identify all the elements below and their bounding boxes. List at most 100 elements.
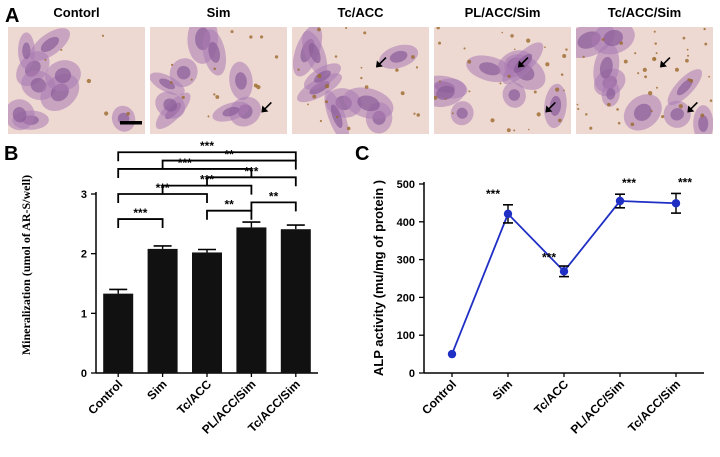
mineral-deposit-3-7 (438, 41, 442, 45)
mineral-deposit-3-10 (536, 112, 541, 117)
mineral-deposit-4-27 (644, 75, 648, 79)
alp-significance-label-2: *** (542, 250, 556, 264)
mineral-deposit-3-23 (507, 74, 511, 78)
mineral-deposit-2-9 (400, 91, 405, 96)
micrograph-title-3: PL/ACC/Sim (465, 5, 541, 20)
micrograph-1 (150, 27, 287, 134)
mineral-deposit-2-18 (360, 76, 363, 80)
mineral-deposit-2-19 (364, 85, 369, 89)
mineral-deposit-1-4 (181, 95, 185, 99)
nucleus-2-4 (308, 42, 321, 64)
line-chart-category-3: PL/ACC/Sim (568, 377, 627, 436)
mineral-deposit-0-5 (44, 58, 47, 61)
mineral-deposit-4-3 (678, 104, 683, 109)
bar-chart-category-0: Control (85, 377, 125, 417)
mineral-deposit-4-25 (619, 41, 624, 45)
mineral-deposit-4-23 (700, 113, 705, 118)
line-chart-y-tick-label-0: 0 (409, 368, 415, 380)
mineral-deposit-3-28 (558, 118, 562, 123)
mineral-deposit-3-25 (510, 34, 514, 38)
arrow-head-icon-3-0 (545, 105, 553, 113)
nucleus-4-7 (670, 108, 684, 121)
line-chart-y-tick-label-1: 100 (397, 330, 415, 342)
alp-point-1 (503, 209, 513, 219)
nucleus-4-6 (606, 88, 616, 100)
nucleus-1-5 (235, 72, 247, 90)
mineral-deposit-4-12 (653, 30, 656, 33)
mineral-deposit-4-22 (655, 52, 658, 55)
mineral-deposit-4-24 (623, 59, 628, 64)
mineral-deposit-2-1 (324, 100, 328, 104)
mineral-deposit-1-13 (207, 115, 210, 118)
mineral-deposit-0-1 (101, 34, 105, 37)
mineral-deposit-3-3 (438, 80, 441, 83)
mineral-deposit-4-4 (601, 38, 605, 41)
mineral-deposit-3-22 (562, 54, 567, 59)
bar-chart-mineralization: Mineralization (umol of AR-S/well) 0 1 2 3 C… (19, 139, 318, 437)
mineral-deposit-2-7 (395, 68, 399, 72)
nucleus-1-7 (208, 41, 221, 63)
mineral-deposit-4-26 (607, 102, 611, 107)
alp-point-0 (447, 349, 457, 359)
micrograph-3 (434, 27, 571, 134)
mineral-deposit-1-9 (274, 55, 279, 59)
significance-label-2: *** (178, 156, 192, 170)
mineral-deposit-3-24 (563, 89, 565, 92)
panel-letter-a: A (5, 5, 19, 27)
significance-label-6: ** (225, 198, 235, 212)
line-chart-category-0: Control (419, 377, 459, 417)
alp-significance-label-4: *** (678, 175, 692, 189)
micrograph-2 (292, 27, 429, 134)
mineral-deposit-3-12 (499, 82, 502, 85)
mineral-deposit-2-20 (346, 126, 351, 131)
line-chart-y-tick-label-5: 500 (397, 179, 415, 191)
mineral-deposit-4-34 (634, 52, 637, 55)
mineral-deposit-3-29 (513, 129, 516, 132)
mineral-deposit-0-0 (60, 48, 63, 51)
significance-bracket-7 (206, 176, 297, 187)
bar-4 (280, 229, 311, 373)
mineral-deposit-2-4 (413, 112, 416, 115)
mineral-deposit-3-1 (436, 27, 440, 30)
mineral-deposit-4-15 (616, 108, 619, 111)
nucleus-0-3 (40, 36, 60, 53)
nucleus-0-6 (22, 42, 31, 60)
arrow-head-icon-3-1 (517, 60, 525, 68)
mineral-deposit-4-19 (585, 113, 588, 116)
mineral-deposit-2-21 (363, 31, 367, 35)
mineral-deposit-2-3 (334, 55, 338, 58)
mineral-deposit-3-19 (544, 46, 546, 49)
mineral-deposit-4-7 (617, 121, 621, 125)
bar-chart-y-label: Mineralization (umol of AR-S/well) (19, 175, 33, 355)
mineral-deposit-3-17 (490, 118, 495, 123)
line-chart-y-tick-label-4: 400 (397, 217, 415, 229)
nucleus-0-8 (54, 67, 72, 84)
arrow-head-icon-4-0 (687, 105, 695, 113)
mineral-deposit-4-1 (685, 58, 689, 63)
micrograph-title-0: Contorl (53, 5, 99, 20)
arrow-head-icon-1-0 (261, 105, 269, 113)
micrograph-title-4: Tc/ACC/Sim (608, 5, 681, 20)
micrograph-4 (576, 27, 713, 134)
nucleus-4-8 (603, 29, 623, 47)
mineral-deposit-4-17 (708, 75, 711, 78)
significance-label-5: ** (225, 148, 235, 162)
mineral-deposit-4-32 (686, 48, 689, 51)
mineral-deposit-4-18 (576, 103, 579, 106)
line-chart-category-1: Sim (490, 377, 515, 402)
mineral-deposit-3-5 (560, 73, 564, 76)
micrograph-title-2: Tc/ACC (338, 5, 385, 20)
bar-3 (236, 227, 267, 373)
alp-series-line (451, 200, 677, 355)
mineral-deposit-1-10 (213, 93, 216, 96)
bar-chart-y-tick-label-3: 3 (81, 189, 87, 201)
nucleus-4-0 (676, 78, 693, 96)
nucleus-2-8 (389, 50, 408, 63)
line-chart-alp: ALP activity (mu/mg of protein ) 0 100 200… (371, 175, 704, 437)
mineral-deposit-2-10 (307, 103, 309, 106)
line-chart-y-tick-label-3: 300 (397, 255, 415, 267)
mineral-deposit-3-0 (526, 38, 531, 43)
mineral-deposit-4-11 (703, 27, 706, 31)
bar-chart-y-tick-label-2: 2 (81, 249, 87, 261)
